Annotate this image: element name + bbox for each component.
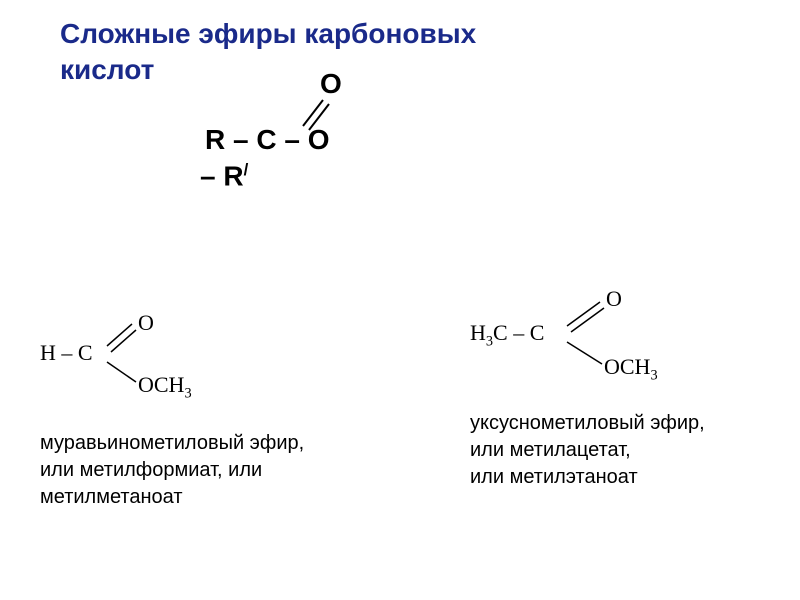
gf-r-prime-line: – R/ [200, 160, 248, 192]
left-caption-l3: метилметаноат [40, 486, 183, 508]
left-o-top: O [138, 310, 154, 336]
left-caption-l2: или метилформиат, или [40, 459, 262, 481]
right-structure: H3C – C O OCH3 [470, 290, 700, 380]
left-structure: H – C O OCH3 [40, 310, 240, 400]
left-caption: муравьинометиловый эфир, или метилформиа… [40, 430, 340, 511]
title-line1: Сложные эфиры карбоновых [60, 18, 476, 49]
right-caption-l3: или метилэтаноат [470, 466, 638, 488]
right-o-top: O [606, 286, 622, 312]
left-och3: OCH3 [138, 372, 192, 402]
left-caption-l1: муравьинометиловый эфир, [40, 432, 304, 454]
right-bonds-icon [470, 290, 700, 380]
right-caption: уксуснометиловый эфир, или метилацетат, … [470, 410, 770, 491]
right-och3: OCH3 [604, 354, 658, 384]
title-line2: кислот [60, 54, 154, 85]
right-caption-l2: или метилацетат, [470, 439, 631, 461]
general-formula: O R – C – O – R/ [200, 68, 460, 208]
gf-main-line: R – C – O [205, 124, 329, 156]
right-caption-l1: уксуснометиловый эфир, [470, 412, 705, 434]
